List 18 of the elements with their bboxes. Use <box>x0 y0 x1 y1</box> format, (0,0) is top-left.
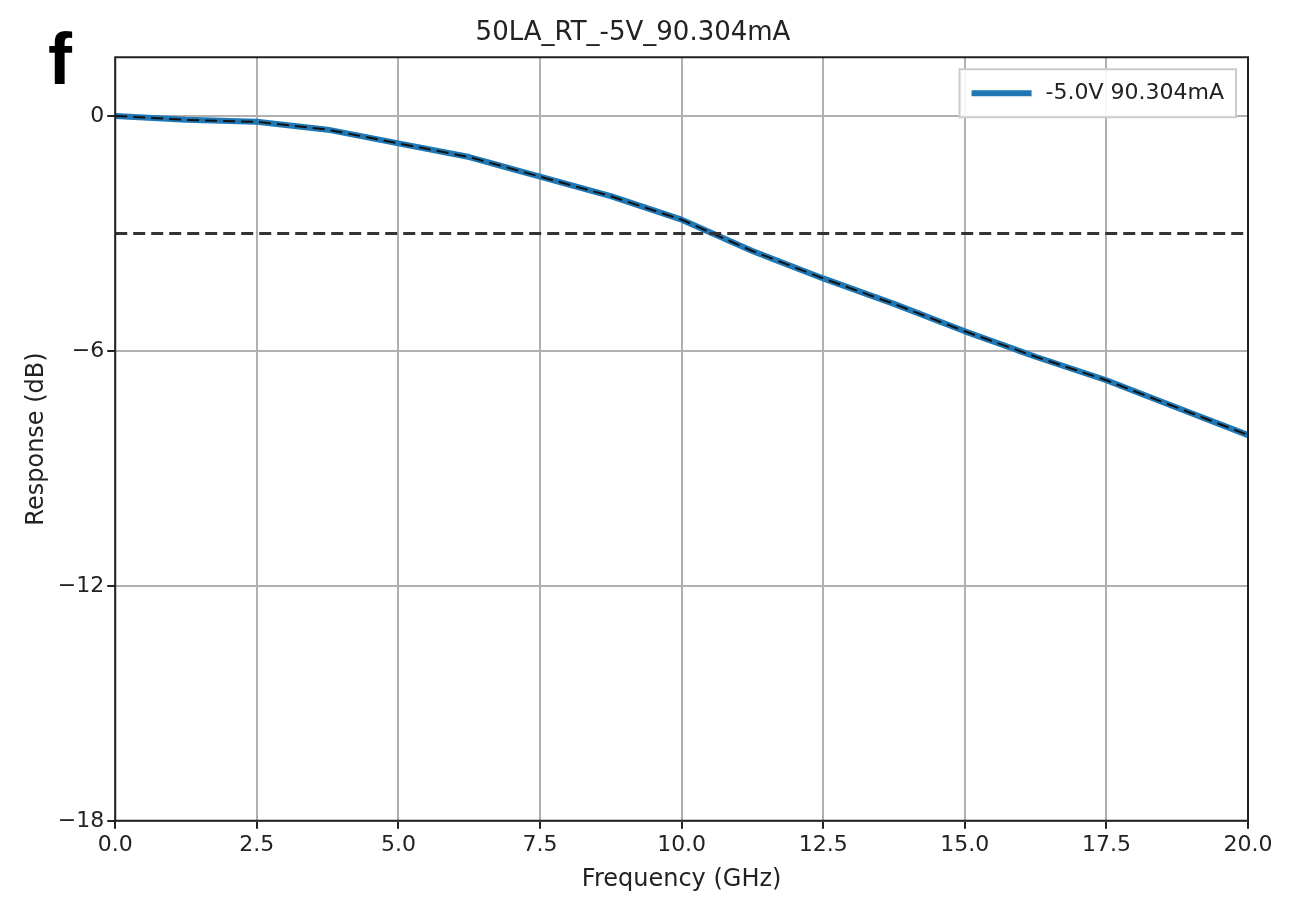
x-tick-label: 15.0 <box>940 830 990 856</box>
x-tick-label: 0.0 <box>97 830 133 856</box>
x-tick-label: 7.5 <box>522 830 558 856</box>
x-tick-label: 5.0 <box>380 830 416 856</box>
x-tick-label: 20.0 <box>1223 830 1273 856</box>
y-tick-label: −18 <box>57 806 105 832</box>
x-axis-title: Frequency (GHz) <box>581 863 782 892</box>
y-tick-label: 0 <box>90 101 105 127</box>
text: f <box>48 18 72 100</box>
y-axis-title: Response (dB) <box>20 352 49 526</box>
chart-title: 50LA_RT_-5V_90.304mA <box>475 16 791 47</box>
x-tick-label: 2.5 <box>239 830 275 856</box>
y-tick-label: −6 <box>71 336 105 362</box>
x-tick-label: 10.0 <box>657 830 707 856</box>
x-tick-label: 17.5 <box>1081 830 1131 856</box>
x-tick-label: 12.5 <box>798 830 848 856</box>
y-tick-label: −12 <box>57 571 105 597</box>
legend-label: -5.0V 90.304mA <box>1045 78 1225 104</box>
